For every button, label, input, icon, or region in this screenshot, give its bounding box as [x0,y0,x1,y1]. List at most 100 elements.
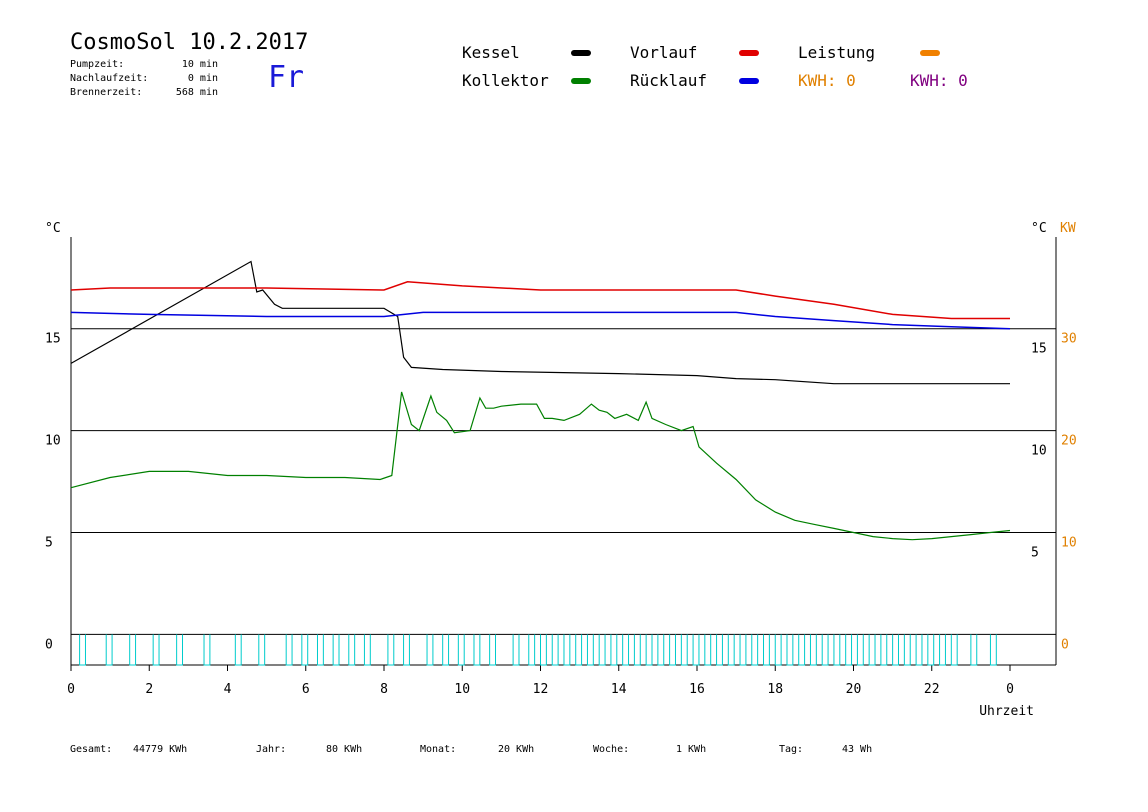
leistung-pulse [473,634,481,666]
leistung-pulse [809,634,817,666]
x-tick-label: 12 [533,682,549,697]
legend-kessel-label: Kessel [462,43,520,62]
x-tick-label: 14 [611,682,627,697]
footer-monat-value: 20 KWh [498,744,535,755]
leistung-pulse [868,634,876,666]
leistung-pulse [622,634,630,666]
leistung-pulse [551,634,559,666]
legend-vorlauf-label: Vorlauf [630,43,698,62]
leistung-pulse [633,634,641,666]
y-right-kw-tick-label: 20 [1061,434,1077,449]
leistung-pulse [833,634,841,666]
leistung-pulse [927,634,935,666]
leistung-pulse [798,634,806,666]
leistung-pulse [489,634,497,666]
legend-leistung-label: Leistung [798,43,876,62]
leistung-pulse [258,634,266,666]
leistung-pulse [657,634,665,666]
leistung-pulse [970,634,978,666]
leistung-pulse [880,634,888,666]
legend-kollektor-swatch [571,78,591,84]
leistung-pulse [332,634,340,666]
leistung-pulse [203,634,211,666]
leistung-pulse [79,634,86,666]
y-left-tick-label: 15 [45,332,61,347]
x-tick-label: 0 [1006,682,1014,697]
pumpzeit-value: 10 min [181,59,218,70]
legend-ruecklauf-label: Rücklauf [630,71,708,90]
leistung-pulse [528,634,536,666]
x-tick-label: 2 [145,682,153,697]
footer-gesamt-label: Gesamt: [70,744,113,755]
leistung-pulse [403,634,410,666]
leistung-pulse [129,634,137,666]
leistung-pulse [727,634,735,666]
series-line-kollektor [70,391,1011,541]
leistung-pulse [856,634,864,666]
leistung-pulse [716,634,723,666]
leistung-pulse [152,634,160,666]
y-right-kw-tick-label: 30 [1061,332,1077,347]
leistung-pulse [285,634,293,666]
leistung-pulse [563,634,571,666]
leistung-pulse [442,634,450,666]
y-left-unit-label: °C [45,221,61,236]
leistung-pulse [751,634,759,666]
nachlaufzeit-label: Nachlaufzeit: [70,73,149,84]
footer-jahr-value: 80 KWh [326,744,363,755]
leistung-pulse [610,634,618,666]
x-tick-label: 10 [454,682,470,697]
leistung-pulse [645,634,653,666]
leistung-pulse [363,634,371,666]
x-axis-title: Uhrzeit [979,704,1034,719]
y-right-kw-tick-label: 10 [1061,536,1077,551]
series-line-kessel [70,260,1010,385]
footer-gesamt-value: 44779 KWh [133,744,188,755]
y-left-tick-label: 10 [45,434,61,449]
x-tick-label: 18 [767,682,783,697]
leistung-pulse [939,634,946,666]
leistung-pulse [692,634,700,666]
leistung-pulse [903,634,911,666]
leistung-pulse [540,634,547,666]
leistung-pulse [575,634,583,666]
pumpzeit-label: Pumpzeit: [70,59,125,70]
series-line-ruecklauf [70,311,1011,330]
leistung-pulse [426,634,434,666]
series-line-vorlauf [70,281,1010,320]
footer-woche-label: Woche: [593,744,630,755]
x-tick-label: 16 [689,682,705,697]
x-tick-label: 0 [67,682,75,697]
nachlaufzeit-value: 0 min [187,73,218,84]
leistung-pulse [989,634,997,666]
y-right-c-unit-label: °C [1031,221,1047,236]
leistung-pulse [845,634,853,666]
leistung-pulse [234,634,242,666]
leistung-pulse [950,634,958,666]
leistung-pulse [669,634,676,666]
footer-jahr-label: Jahr: [256,744,287,755]
leistung-pulse [915,634,923,666]
y-left-tick-label: 5 [45,536,53,551]
legend-kwh-orange: KWH: 0 [798,71,856,90]
brennerzeit-label: Brennerzeit: [70,87,143,98]
footer-woche-value: 1 KWh [676,744,707,755]
leistung-pulse [598,634,606,666]
legend-kessel-swatch [571,50,591,56]
legend-ruecklauf-swatch [739,78,759,84]
x-tick-label: 22 [924,682,940,697]
chart-title: CosmoSol 10.2.2017 [70,30,309,55]
leistung-pulse [704,634,712,666]
leistung-pulse [301,634,309,666]
legend-kwh-purple: KWH: 0 [910,71,968,90]
x-tick-label: 8 [380,682,388,697]
leistung-pulse [892,634,899,666]
footer-tag-value: 43 Wh [842,744,873,755]
x-tick-label: 20 [846,682,862,697]
leistung-pulse [763,634,770,666]
leistung-pulse [176,634,184,666]
legend-vorlauf-swatch [739,50,759,56]
x-tick-label: 4 [224,682,232,697]
leistung-pulse [586,634,594,666]
y-right-kw-unit-label: KW [1060,221,1076,236]
